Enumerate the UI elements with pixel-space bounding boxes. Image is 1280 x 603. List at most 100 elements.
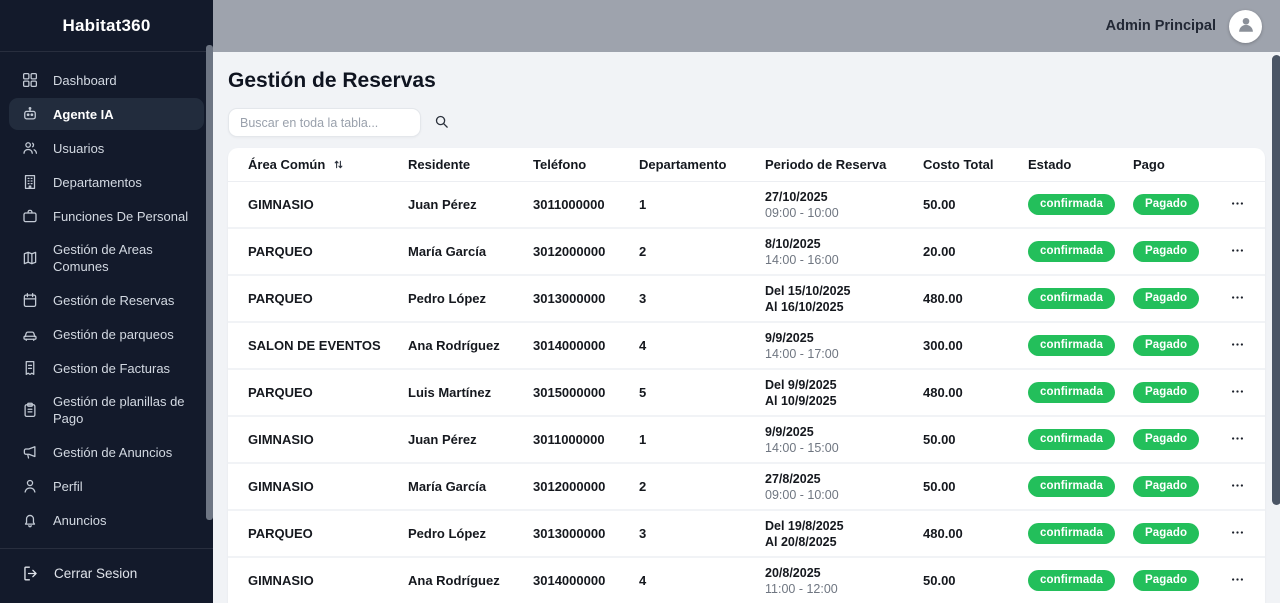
payment-badge: Pagado [1133,523,1200,544]
avatar-person-icon [1235,13,1257,40]
cell-estado: confirmada [1028,523,1133,544]
cell-estado: confirmada [1028,335,1133,356]
row-actions-button[interactable] [1226,476,1249,498]
sidebar-item-gestion-de-reservas[interactable]: Gestión de Reservas [9,284,204,316]
row-actions-button[interactable] [1226,194,1249,216]
sort-icon[interactable] [332,158,345,171]
cell-actions [1218,241,1249,263]
user-avatar[interactable] [1229,9,1262,43]
cell-departamento: 5 [639,385,647,400]
cell-periodo: Del 9/9/2025 Al 10/9/2025 [765,377,837,408]
cell-estado: confirmada [1028,476,1133,497]
cell-residente: Juan Pérez [408,432,477,447]
sidebar-item-label: Funciones De Personal [53,208,189,224]
sidebar-item-departamentos[interactable]: Departamentos [9,166,204,198]
cell-telefono: 3011000000 [533,197,605,212]
cell-periodo: 27/8/2025 09:00 - 10:00 [765,471,839,502]
sidebar-scrollbar-thumb[interactable] [206,45,213,520]
ellipsis-icon [1230,384,1245,402]
cell-area-comun: PARQUEO [248,291,313,306]
sidebar-item-funciones-de-personal[interactable]: Funciones De Personal [9,200,204,232]
cell-periodo: 9/9/2025 14:00 - 15:00 [765,424,839,455]
cell-pago: Pagado [1133,476,1218,497]
sidebar-item-gestion-de-facturas[interactable]: Gestion de Facturas [9,352,204,384]
cell-costo: 480.00 [923,526,963,541]
sidebar-item-perfil[interactable]: Perfil [9,470,204,502]
sidebar-item-label: Anuncios [53,512,107,528]
row-actions-button[interactable] [1226,241,1249,263]
cell-departamento: 1 [639,197,647,212]
cell-actions [1218,429,1249,451]
row-actions-button[interactable] [1226,570,1249,592]
status-badge: confirmada [1028,523,1115,544]
status-badge: confirmada [1028,241,1115,262]
ellipsis-icon [1230,572,1245,590]
sidebar-item-label: Departamentos [53,174,142,190]
sidebar-item-label: Gestión de planillas de Pago [53,394,185,426]
cell-residente: Pedro López [408,291,487,306]
dashboard-icon [21,71,39,89]
sidebar-item-gestion-de-parqueos[interactable]: Gestión de parqueos [9,318,204,350]
column-header-departamento: Departamento [639,157,727,172]
invoice-icon [21,359,39,377]
sidebar-item-gestion-de-areas-comunes[interactable]: Gestión de Areas Comunes [9,234,204,282]
cell-costo: 480.00 [923,385,963,400]
cell-departamento: 3 [639,526,647,541]
sidebar-item-cerrar-sesion[interactable]: Cerrar Sesion [0,548,213,603]
cell-departamento: 4 [639,338,647,353]
cell-costo: 50.00 [923,573,956,588]
column-header-area-comun[interactable]: Área Común [248,157,408,172]
cell-area-comun: GIMNASIO [248,479,314,494]
main-scrollbar-track[interactable] [1272,52,1280,603]
cell-pago: Pagado [1133,288,1218,309]
column-header-costo: Costo Total [923,157,994,172]
row-actions-button[interactable] [1226,288,1249,310]
ellipsis-icon [1230,196,1245,214]
row-actions-button[interactable] [1226,382,1249,404]
cell-departamento: 1 [639,432,647,447]
sidebar-item-label: Gestión de Reservas [53,292,175,308]
cell-pago: Pagado [1133,194,1218,215]
search-button[interactable] [434,114,449,132]
cell-pago: Pagado [1133,241,1218,262]
current-user-name: Admin Principal [1105,18,1216,34]
sidebar-item-anuncios[interactable]: Anuncios [9,504,204,536]
cell-telefono: 3012000000 [533,244,606,259]
cell-estado: confirmada [1028,429,1133,450]
payment-badge: Pagado [1133,570,1200,591]
sidebar-item-label: Usuarios [53,140,105,156]
sidebar-item-gestion-de-planillas-de-pago[interactable]: Gestión de planillas de Pago [9,386,204,434]
bell-icon [21,511,39,529]
cell-telefono: 3011000000 [533,432,605,447]
cell-estado: confirmada [1028,570,1133,591]
table-body: GIMNASIO Juan Pérez 3011000000 1 27/10/2… [228,182,1265,603]
cell-pago: Pagado [1133,570,1218,591]
sidebar-item-gestion-de-anuncios[interactable]: Gestión de Anuncios [9,436,204,468]
sidebar-scrollbar-track[interactable] [206,0,213,603]
ellipsis-icon [1230,243,1245,261]
row-actions-button[interactable] [1226,523,1249,545]
row-actions-button[interactable] [1226,429,1249,451]
sidebar-item-label: Gestión de parqueos [53,326,174,342]
ellipsis-icon [1230,290,1245,308]
status-badge: confirmada [1028,476,1115,497]
cell-residente: Luis Martínez [408,385,492,400]
cell-costo: 50.00 [923,479,956,494]
table-row: PARQUEO Luis Martínez 3015000000 5 Del 9… [228,370,1265,417]
cell-actions [1218,570,1249,592]
cell-residente: Ana Rodríguez [408,573,500,588]
sidebar-item-agente-ia[interactable]: Agente IA [9,98,204,130]
search-input[interactable] [228,108,421,137]
map-icon [21,249,39,267]
cell-actions [1218,523,1249,545]
cell-periodo: Del 15/10/2025 Al 16/10/2025 [765,283,851,314]
column-header-pago: Pago [1133,157,1165,172]
row-actions-button[interactable] [1226,335,1249,357]
calendar-icon [21,291,39,309]
cell-costo: 480.00 [923,291,963,306]
sidebar-item-usuarios[interactable]: Usuarios [9,132,204,164]
main-scrollbar-thumb[interactable] [1272,55,1280,505]
table-row: PARQUEO Pedro López 3013000000 3 Del 15/… [228,276,1265,323]
table-row: PARQUEO María García 3012000000 2 8/10/2… [228,229,1265,276]
sidebar-item-dashboard[interactable]: Dashboard [9,64,204,96]
